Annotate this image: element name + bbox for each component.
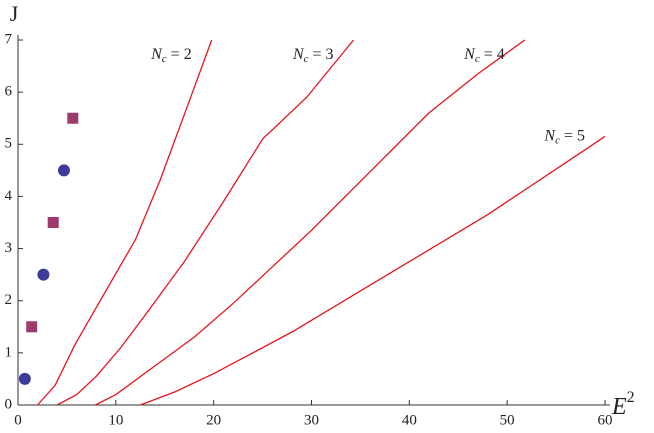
label-rest: = 5 xyxy=(564,127,585,144)
label-rest: = 4 xyxy=(484,46,505,63)
x-tick-label: 30 xyxy=(304,412,319,428)
label-sub: c xyxy=(475,53,480,65)
curve xyxy=(140,135,606,406)
curve-label: Nc = 5 xyxy=(543,127,585,146)
x-axis-label: E2 xyxy=(611,389,635,420)
label-sub: c xyxy=(555,134,560,146)
label-n: N xyxy=(463,46,476,63)
y-tick-label: 6 xyxy=(5,84,13,100)
curve xyxy=(37,39,213,406)
x-tick-label: 10 xyxy=(108,412,123,428)
x-tick-label: 0 xyxy=(14,412,22,428)
x-tick-label: 40 xyxy=(402,412,417,428)
y-tick-label: 2 xyxy=(5,292,13,308)
curve-label: Nc = 3 xyxy=(292,46,334,65)
y-tick-label: 4 xyxy=(5,188,13,204)
y-tick-label: 5 xyxy=(5,136,13,152)
x-tick-label: 20 xyxy=(206,412,221,428)
label-n: N xyxy=(150,46,163,63)
point xyxy=(26,321,38,333)
y-tick-label: 1 xyxy=(5,344,13,360)
point xyxy=(47,217,59,228)
y-tick-label: 3 xyxy=(5,240,13,256)
x-tick-label: 60 xyxy=(598,412,613,428)
point xyxy=(18,372,31,385)
label-rest: = 2 xyxy=(171,46,192,63)
label-n: N xyxy=(292,46,305,63)
label-n: N xyxy=(543,127,556,144)
x-label-sup: 2 xyxy=(627,389,635,406)
point xyxy=(37,268,50,281)
y-tick-label: 0 xyxy=(5,396,13,412)
y-axis-label: J xyxy=(10,1,19,26)
label-sub: c xyxy=(162,53,167,65)
y-tick-label: 7 xyxy=(5,31,13,47)
x-tick-label: 50 xyxy=(500,412,515,428)
point xyxy=(57,164,70,177)
curve xyxy=(94,39,526,406)
curve xyxy=(56,39,355,406)
curve-label: Nc = 4 xyxy=(463,46,505,65)
x-label-base: E xyxy=(611,394,627,420)
label-rest: = 3 xyxy=(313,46,334,63)
point xyxy=(67,112,79,124)
curve-label: Nc = 2 xyxy=(150,46,192,65)
label-sub: c xyxy=(304,53,309,65)
